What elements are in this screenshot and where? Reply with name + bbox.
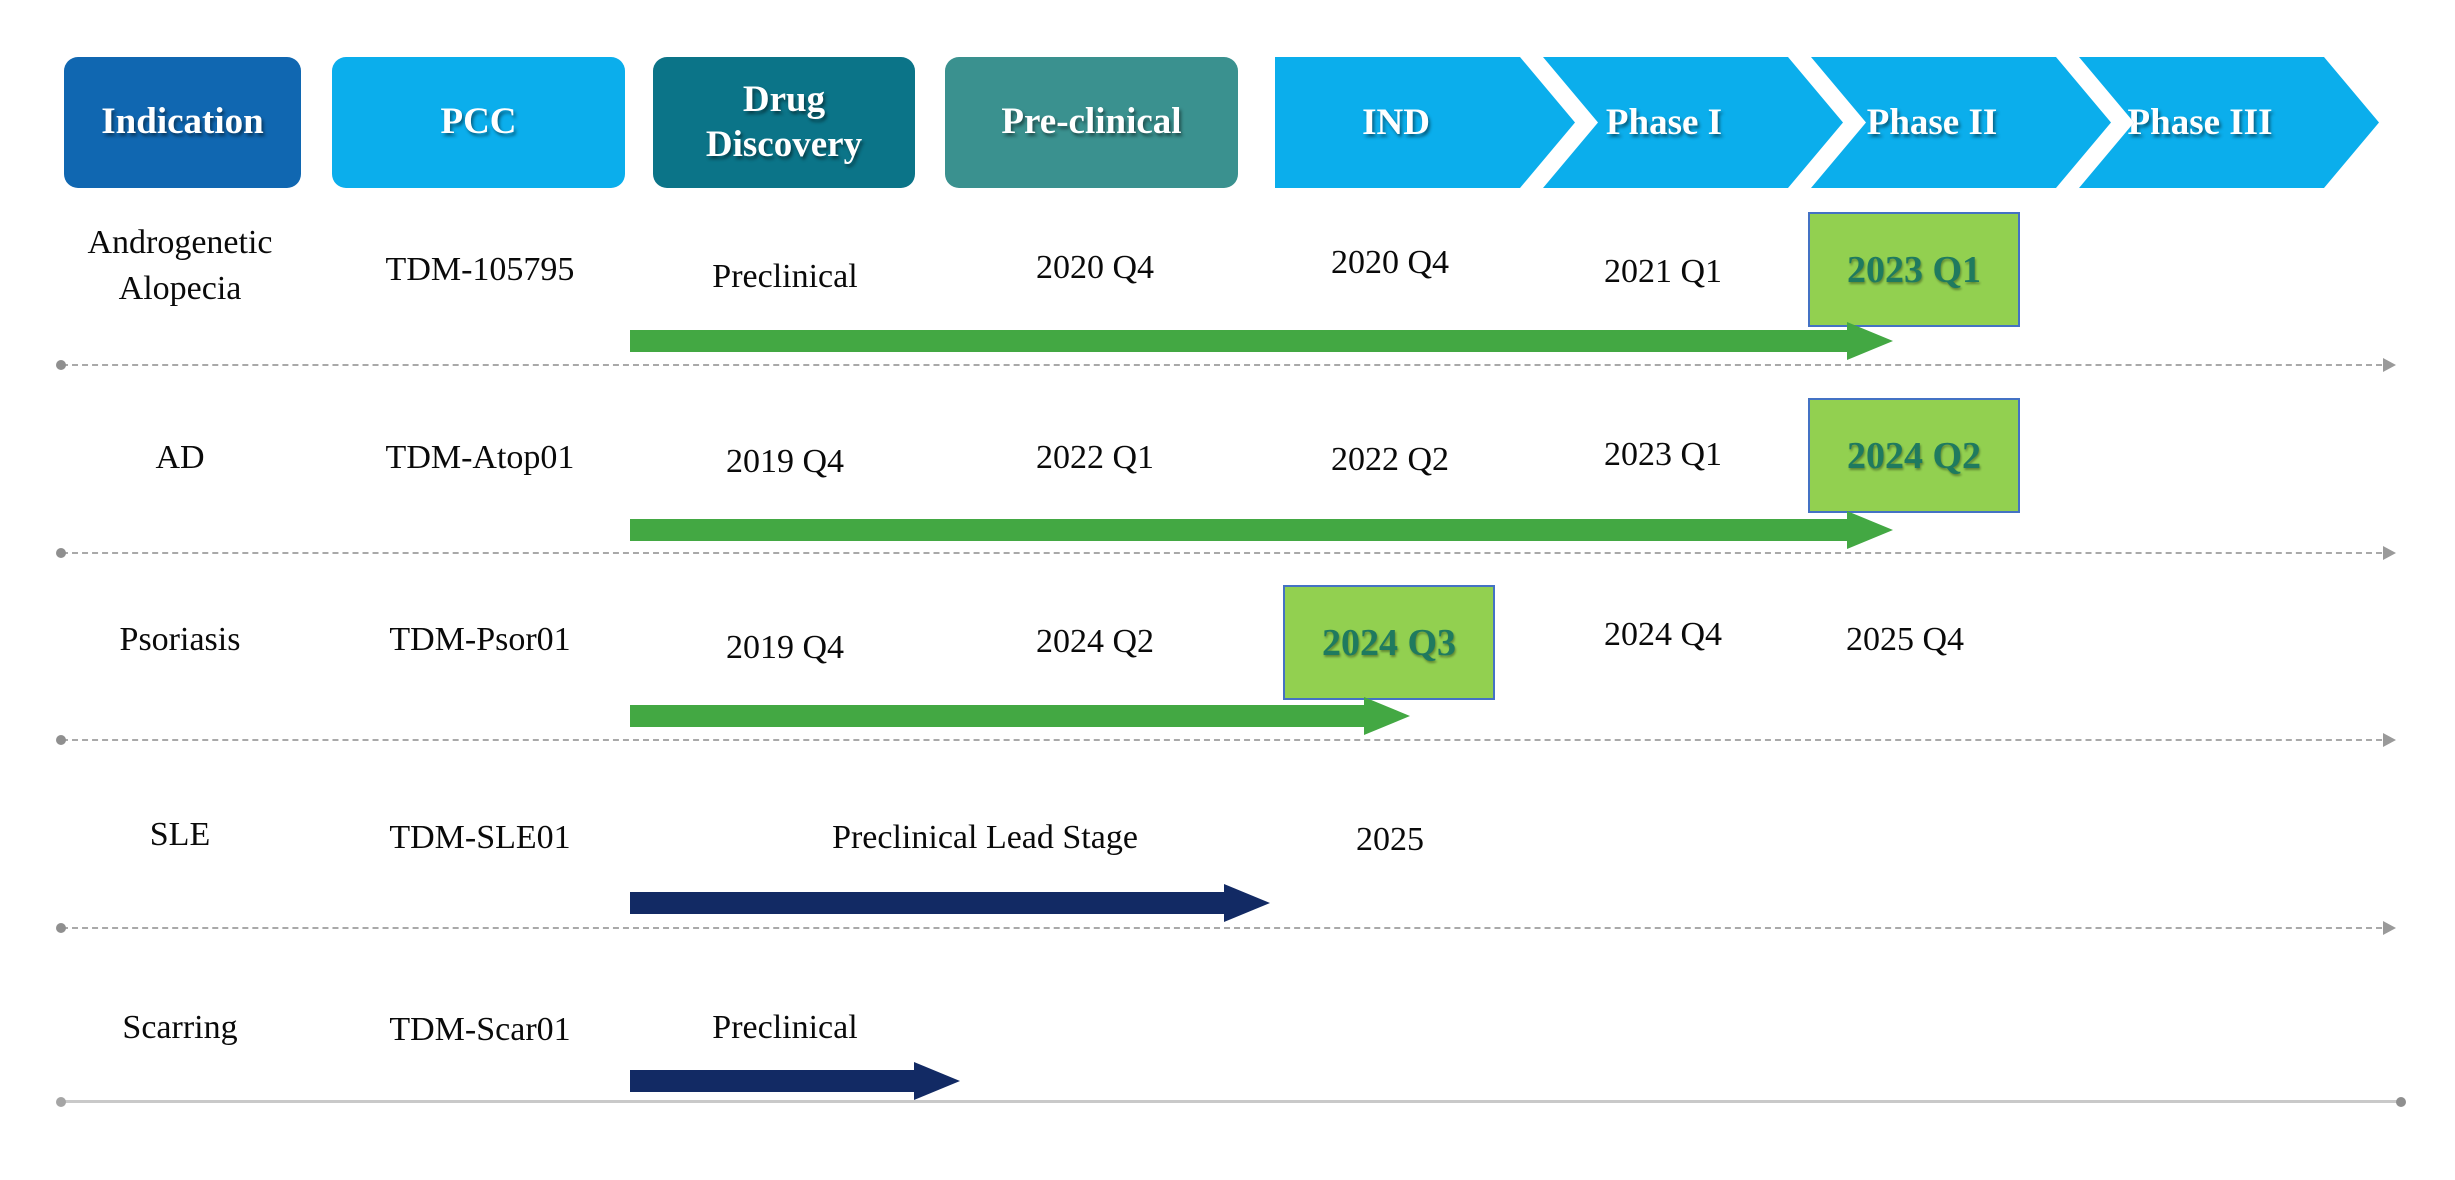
timeline-arrow-navy bbox=[630, 884, 1270, 922]
header-chevron-ind: IND bbox=[1275, 57, 1575, 188]
phase2-cell: 2025 Q4 bbox=[1845, 621, 1965, 659]
header-label: Phase II bbox=[1866, 102, 1998, 143]
arrow-head bbox=[1364, 697, 1410, 735]
pre-clinical-cell: 2020 Q4 bbox=[1035, 249, 1155, 287]
header-label: Pre-clinical bbox=[1001, 101, 1182, 143]
arrow-shaft bbox=[630, 330, 1847, 352]
row-separator bbox=[56, 358, 2396, 372]
arrow-head bbox=[1224, 884, 1270, 922]
milestone-highlight-box: 2024 Q2 bbox=[1808, 398, 2020, 513]
bottom-separator bbox=[56, 1097, 2406, 1107]
header-box-pre-clinical: Pre-clinical bbox=[945, 57, 1238, 188]
timeline-arrow-navy bbox=[630, 1062, 960, 1100]
header-box-indication: Indication bbox=[64, 57, 301, 188]
indication-cell: Scarring bbox=[122, 1009, 238, 1047]
header-box-pcc: PCC bbox=[332, 57, 625, 188]
drug-discovery-cell: Preclinical bbox=[712, 258, 858, 296]
header-label: Phase I bbox=[1605, 102, 1723, 143]
header-box-drug-discovery: Drug Discovery bbox=[653, 57, 915, 188]
arrow-shaft bbox=[630, 1070, 914, 1092]
ind-cell: 2020 Q4 bbox=[1330, 244, 1450, 282]
milestone-highlight-box: 2023 Q1 bbox=[1808, 212, 2020, 327]
pcc-cell: TDM-105795 bbox=[385, 251, 575, 289]
arrow-head bbox=[1847, 511, 1893, 549]
header-label: IND bbox=[1362, 102, 1430, 143]
pcc-cell: TDM-SLE01 bbox=[389, 819, 571, 857]
pre-clinical-cell: 2024 Q2 bbox=[1035, 623, 1155, 661]
indication-cell: Psoriasis bbox=[119, 621, 241, 659]
header-chevron-phase2: Phase II bbox=[1811, 57, 2111, 188]
arrow-shaft bbox=[630, 519, 1847, 541]
ind-cell: 2025 bbox=[1356, 821, 1424, 859]
arrow-shaft bbox=[630, 705, 1364, 727]
timeline-arrow-green bbox=[630, 511, 1893, 549]
pcc-cell: TDM-Scar01 bbox=[389, 1011, 571, 1049]
drug-discovery-cell: 2019 Q4 bbox=[725, 629, 845, 667]
pre-clinical-cell: 2022 Q1 bbox=[1035, 439, 1155, 477]
header-label: PCC bbox=[440, 101, 517, 143]
row-separator bbox=[56, 921, 2396, 935]
header-label: Drug Discovery bbox=[705, 79, 863, 165]
arrow-head bbox=[1847, 322, 1893, 360]
row-separator bbox=[56, 546, 2396, 560]
drug-discovery-cell: 2019 Q4 bbox=[725, 443, 845, 481]
indication-cell: SLE bbox=[149, 816, 211, 854]
phase1-cell: 2024 Q4 bbox=[1603, 616, 1723, 654]
header-chevron-phase3: Phase III bbox=[2079, 57, 2379, 188]
arrow-shaft bbox=[630, 892, 1224, 914]
phase1-cell: 2021 Q1 bbox=[1603, 253, 1723, 291]
header-label: Phase III bbox=[2127, 102, 2273, 143]
milestone-highlight-box: 2024 Q3 bbox=[1283, 585, 1495, 700]
milestone-label: 2024 Q3 bbox=[1321, 621, 1457, 664]
phase1-cell: 2023 Q1 bbox=[1603, 436, 1723, 474]
header-label: Indication bbox=[101, 101, 264, 143]
timeline-arrow-green bbox=[630, 322, 1893, 360]
milestone-label: 2023 Q1 bbox=[1846, 248, 1982, 291]
stage-note-cell: Preclinical Lead Stage bbox=[832, 819, 1138, 857]
header-chevron-phase1: Phase I bbox=[1543, 57, 1843, 188]
stage-note-cell: Preclinical bbox=[712, 1009, 858, 1047]
row-separator bbox=[56, 733, 2396, 747]
indication-cell: AD bbox=[155, 439, 205, 477]
pcc-cell: TDM-Psor01 bbox=[389, 621, 571, 659]
arrow-head bbox=[914, 1062, 960, 1100]
milestone-label: 2024 Q2 bbox=[1846, 434, 1982, 477]
timeline-arrow-green bbox=[630, 697, 1410, 735]
pcc-cell: TDM-Atop01 bbox=[385, 439, 575, 477]
ind-cell: 2022 Q2 bbox=[1330, 441, 1450, 479]
indication-cell: Androgenetic Alopecia bbox=[87, 224, 273, 307]
